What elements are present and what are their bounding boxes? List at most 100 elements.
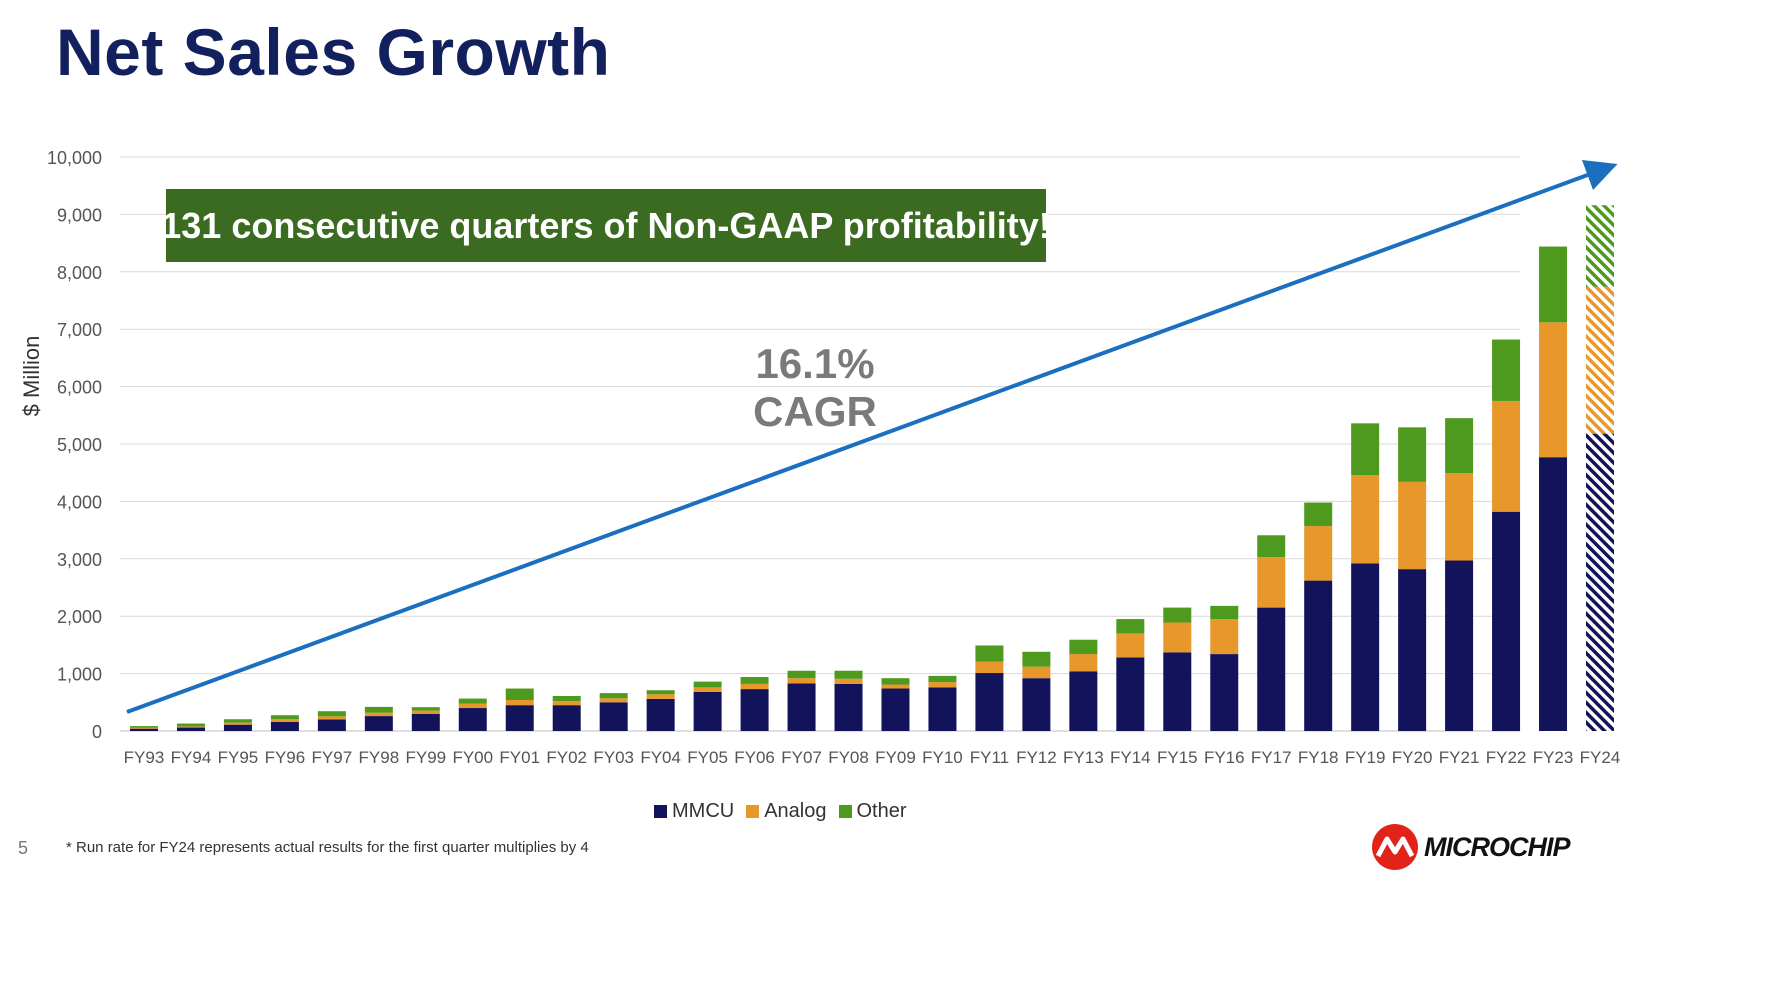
bar-analog-fy96	[270, 719, 299, 722]
cagr-trend-arrow	[126, 160, 1618, 714]
x-tick-label: FY04	[640, 748, 681, 767]
bar-analog-fy01	[505, 700, 534, 706]
bar-analog-fy21	[1445, 473, 1474, 561]
bar-mmcu-fy15	[1163, 652, 1192, 731]
bar-analog-fy97	[317, 716, 346, 720]
bar-other-fy13	[1069, 639, 1098, 655]
x-tick-label: FY09	[875, 748, 916, 767]
bar-other-fy99	[411, 707, 440, 711]
bar-mmcu-fy11	[975, 673, 1004, 731]
bar-other-fy07	[787, 670, 816, 679]
bar-mmcu-fy14	[1116, 657, 1145, 731]
y-tick-label: 9,000	[57, 205, 102, 225]
bar-analog-fy11	[975, 661, 1004, 674]
bar-analog-fy18	[1304, 526, 1333, 581]
bar-mmcu-fy17	[1257, 607, 1286, 731]
bar-analog-fy05	[693, 687, 722, 692]
x-tick-label: FY16	[1204, 748, 1245, 767]
legend-item-analog: Analog	[746, 800, 827, 823]
bar-mmcu-fy24	[1586, 433, 1614, 731]
bar-other-fy94	[176, 723, 205, 727]
bar-analog-fy12	[1022, 666, 1051, 679]
bar-other-fy01	[505, 688, 534, 701]
x-tick-label: FY10	[922, 748, 963, 767]
bar-other-fy12	[1022, 651, 1051, 667]
x-tick-label: FY95	[218, 748, 259, 767]
x-axis-ticks: FY93 FY94 FY95 FY96 FY97 FY98 FY99 FY00 FY01 FY02…	[124, 748, 1621, 767]
bar-analog-fy23	[1539, 322, 1568, 458]
bar-mmcu-fy20	[1398, 569, 1427, 731]
x-tick-label: FY11	[970, 748, 1009, 767]
x-tick-label: FY18	[1298, 748, 1339, 767]
bar-mmcu-fy95	[223, 724, 252, 731]
bar-mmcu-fy04	[646, 698, 675, 731]
bar-mmcu-fy97	[317, 719, 346, 731]
bar-mmcu-fy07	[787, 683, 816, 731]
bar-other-fy00	[458, 698, 487, 704]
legend-item-other: Other	[838, 800, 907, 823]
bar-mmcu-fy13	[1069, 671, 1098, 731]
x-tick-label: FY99	[405, 748, 446, 767]
bar-other-fy10	[928, 675, 957, 683]
x-tick-label: FY05	[687, 748, 728, 767]
bar-other-fy02	[552, 695, 581, 702]
x-tick-label: FY94	[171, 748, 212, 767]
bar-other-fy08	[834, 670, 863, 679]
bar-other-fy18	[1304, 502, 1333, 527]
bar-analog-fy16	[1210, 619, 1239, 655]
bar-analog-fy95	[223, 722, 252, 725]
x-tick-label: FY00	[452, 748, 493, 767]
bar-other-fy22	[1492, 339, 1521, 401]
x-tick-label: FY12	[1016, 748, 1057, 767]
bar-mmcu-fy99	[411, 713, 440, 731]
page-number: 5	[18, 838, 29, 858]
y-tick-label: 8,000	[57, 263, 102, 283]
cagr-label: 16.1% CAGR	[753, 340, 877, 435]
x-tick-label: FY02	[546, 748, 587, 767]
bar-other-fy93	[130, 726, 158, 728]
bar-analog-fy98	[364, 712, 393, 717]
bar-mmcu-fy12	[1022, 678, 1051, 731]
bar-analog-fy08	[834, 678, 863, 684]
bar-analog-fy19	[1351, 474, 1380, 564]
bar-mmcu-fy98	[364, 716, 393, 731]
bar-other-fy15	[1163, 607, 1192, 623]
x-tick-label: FY98	[359, 748, 400, 767]
footnote: * Run rate for FY24 represents actual re…	[66, 839, 589, 856]
bar-analog-fy20	[1398, 481, 1427, 570]
bar-mmcu-fy06	[740, 689, 769, 731]
bar-analog-fy24	[1586, 286, 1614, 434]
legend-label-other: Other	[856, 800, 907, 822]
bar-analog-fy04	[646, 694, 675, 699]
profitability-callout: 131 consecutive quarters of Non-GAAP pro…	[161, 189, 1051, 262]
bar-mmcu-fy00	[458, 708, 487, 731]
bar-other-fy24	[1586, 205, 1614, 287]
bar-analog-fy06	[740, 683, 769, 690]
x-tick-label: FY03	[593, 748, 634, 767]
bar-mmcu-fy10	[928, 687, 957, 731]
legend-item-mmcu: MMCU	[654, 800, 734, 823]
bar-mmcu-fy93	[130, 728, 158, 731]
y-axis-label: $ Million	[19, 335, 44, 417]
legend-swatch-other	[838, 805, 852, 818]
bar-other-fy19	[1351, 423, 1380, 475]
x-tick-label: FY93	[124, 748, 165, 767]
bar-analog-fy17	[1257, 557, 1286, 608]
y-tick-label: 3,000	[57, 550, 102, 570]
microchip-logo-icon	[1372, 824, 1418, 870]
bar-other-fy03	[599, 693, 628, 699]
y-tick-label: 10,000	[47, 148, 102, 168]
x-tick-label: FY01	[499, 748, 540, 767]
bar-analog-fy02	[552, 701, 581, 706]
x-tick-label: FY19	[1345, 748, 1386, 767]
bar-mmcu-fy18	[1304, 580, 1333, 731]
bar-analog-fy07	[787, 678, 816, 684]
y-tick-label: 1,000	[57, 665, 102, 685]
bar-mmcu-fy23	[1539, 457, 1568, 731]
bar-other-fy21	[1445, 418, 1474, 474]
y-tick-label: 6,000	[57, 378, 102, 398]
bar-other-fy14	[1116, 619, 1145, 634]
bars	[130, 205, 1614, 731]
legend: MMCU Analog Other	[654, 800, 907, 823]
bar-analog-fy99	[411, 710, 440, 714]
